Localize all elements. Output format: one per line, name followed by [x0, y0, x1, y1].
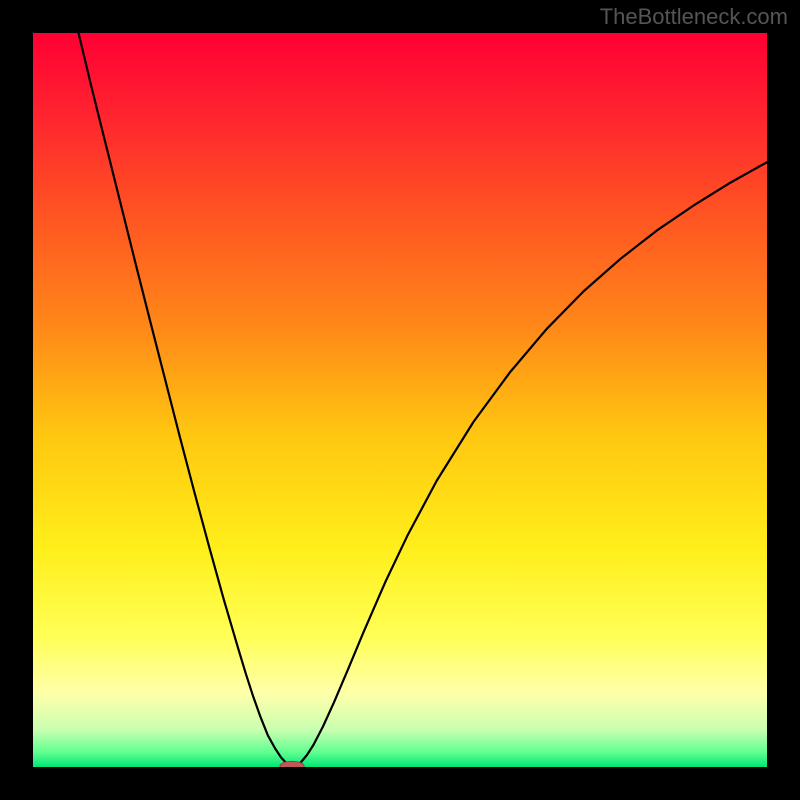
chart-curve-svg — [33, 33, 767, 767]
minimum-marker — [280, 761, 305, 767]
bottleneck-curve-line — [79, 33, 767, 766]
chart-plot-area — [33, 33, 767, 767]
watermark-text: TheBottleneck.com — [600, 4, 788, 30]
